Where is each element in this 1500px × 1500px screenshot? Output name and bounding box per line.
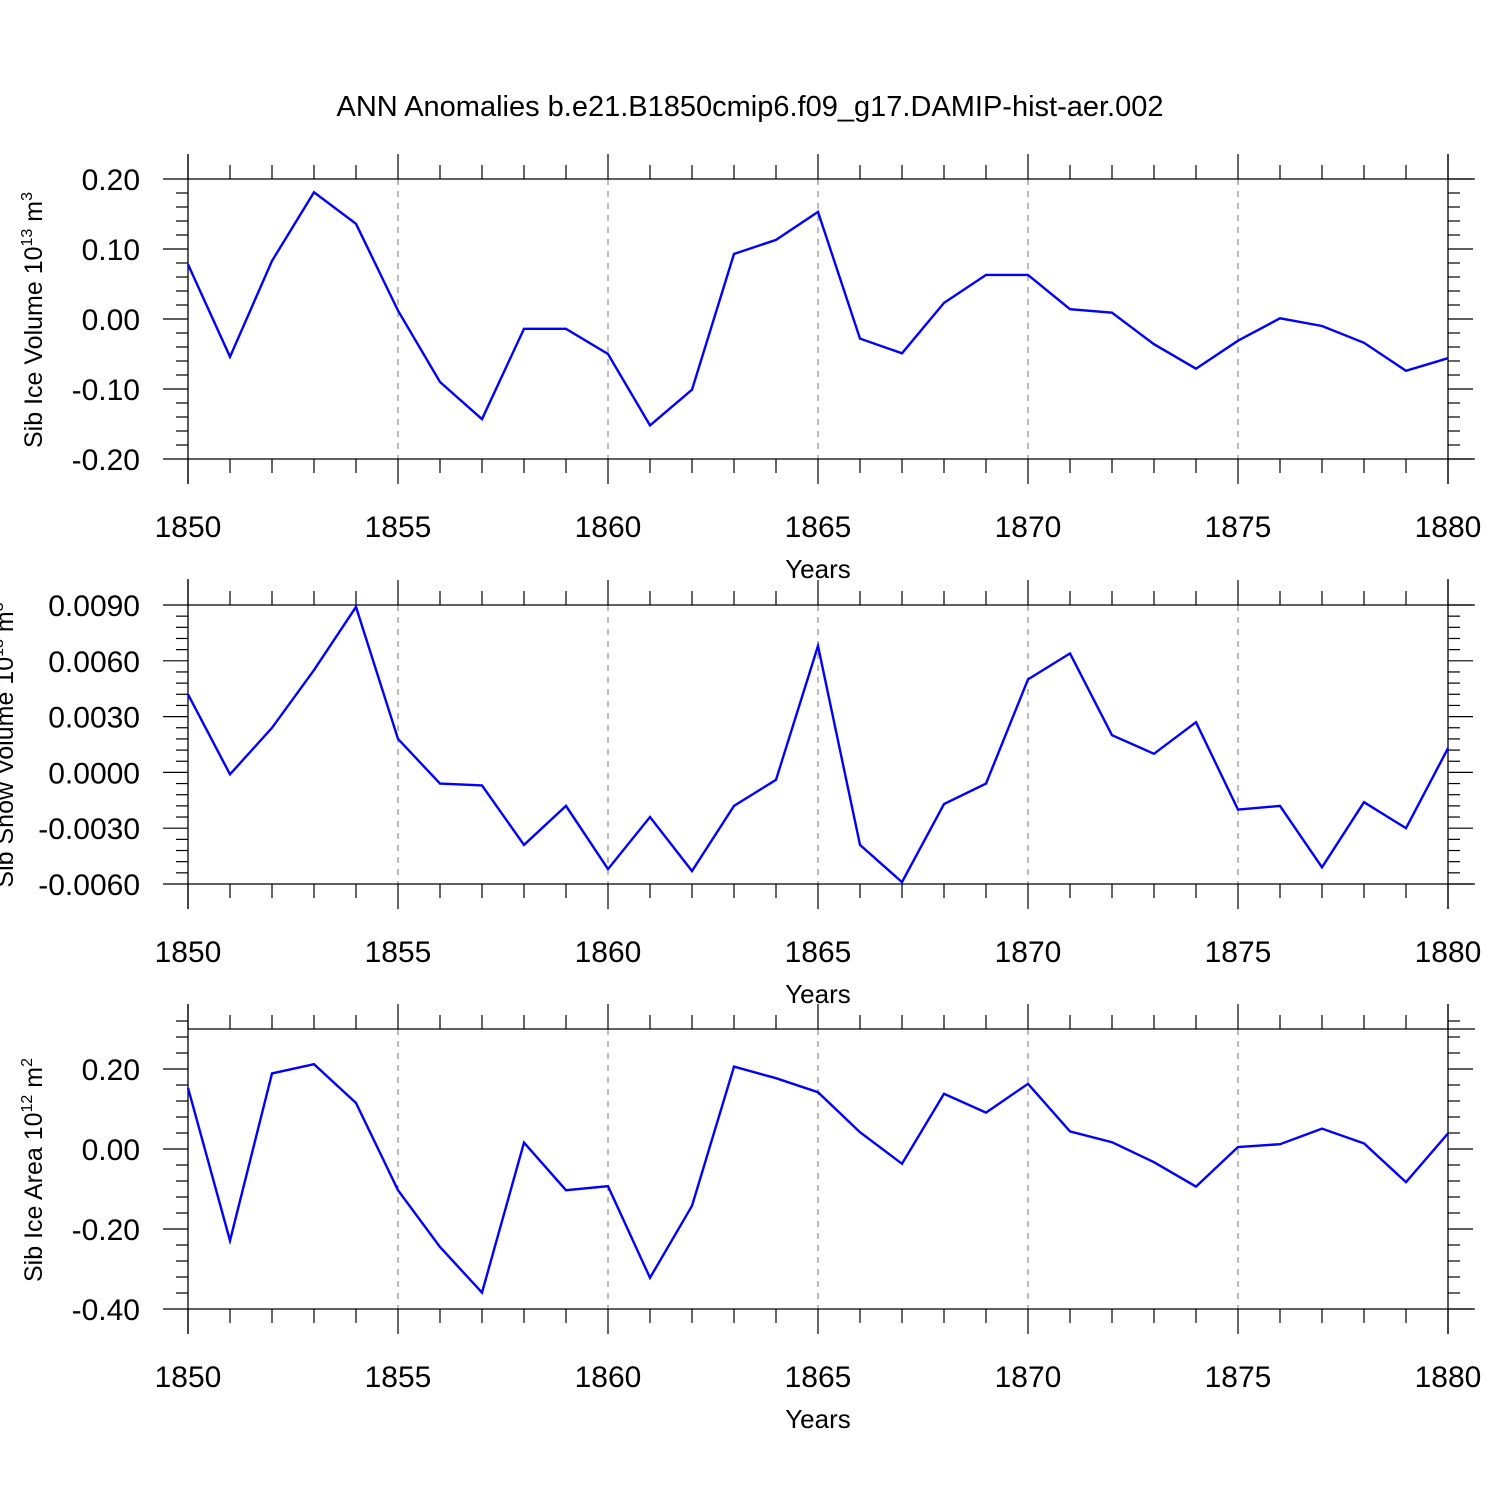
y-axis-label-clip-group: Sib Snow Volume 1013 m3 (0, 602, 19, 887)
x-tick-label: 1850 (155, 511, 222, 544)
y-label-unit-exponent: 3 (0, 602, 7, 611)
panel-3: 0.20 0.00 -0.20 -0.40 1850 1855 1860 1865 1870 18… (19, 1004, 1481, 1434)
y-tick-label: 0.00 (82, 1134, 140, 1167)
chart-title: ANN Anomalies b.e21.B1850cmip6.f09_g17.D… (337, 91, 1164, 123)
x-tick-label: 1875 (1205, 936, 1272, 969)
panel-1: 0.20 0.10 0.00 -0.10 -0.20 1850 1855 1860 1865 18… (19, 154, 1481, 584)
x-tick-label: 1875 (1205, 511, 1272, 544)
x-tick-label: 1870 (995, 936, 1062, 969)
x-tick-label: 1860 (575, 936, 642, 969)
y-tick-label: 0.0060 (48, 646, 140, 679)
x-tick-label: 1865 (785, 1361, 852, 1394)
y-tick-label: 0.0030 (48, 702, 140, 735)
panel-2: 0.0090 0.0060 0.0030 0.0000 -0.0030 -0.0060 18… (0, 579, 1481, 1009)
y-tick-label: 0.20 (82, 1054, 140, 1087)
y-label-text: Sib Ice Volume 10 (20, 246, 48, 448)
y-label-text: Sib Snow Volume 10 (0, 657, 19, 888)
y-label-exponent: 12 (19, 1095, 36, 1113)
y-label-unit: m (20, 1067, 48, 1095)
x-tick-label: 1880 (1415, 1361, 1482, 1394)
y-tick-label: -0.0060 (38, 869, 140, 902)
series-line (186, 604, 1450, 885)
y-tick-label: 0.0090 (48, 590, 140, 623)
y-tick-label: -0.40 (72, 1294, 140, 1327)
x-tick-label: 1870 (995, 511, 1062, 544)
x-tick-label: 1880 (1415, 936, 1482, 969)
y-label-exponent: 13 (0, 639, 7, 657)
y-label-unit: m (20, 201, 48, 229)
y-tick-label: 0.10 (82, 234, 140, 267)
y-tick-label: -0.10 (72, 374, 140, 407)
x-tick-label: 1850 (155, 936, 222, 969)
y-tick-label: 0.0000 (48, 757, 140, 790)
y-axis-label: Sib Ice Volume 1013 m3 (19, 192, 48, 448)
y-tick-label: 0.20 (82, 164, 140, 197)
y-label-unit-exponent: 3 (19, 192, 36, 201)
y-label-text: Sib Ice Area 10 (20, 1112, 48, 1282)
x-tick-label: 1850 (155, 1361, 222, 1394)
y-tick-label: -0.0030 (38, 813, 140, 846)
x-axis-label: Years (785, 1404, 851, 1434)
x-tick-label: 1880 (1415, 511, 1482, 544)
y-label-unit-exponent: 2 (19, 1058, 36, 1067)
x-tick-label: 1860 (575, 1361, 642, 1394)
x-tick-label: 1860 (575, 511, 642, 544)
x-tick-label: 1855 (365, 936, 432, 969)
y-tick-label: -0.20 (72, 1214, 140, 1247)
y-tick-label: -0.20 (72, 444, 140, 477)
x-axis-label: Years (785, 554, 851, 584)
x-tick-label: 1865 (785, 511, 852, 544)
y-axis-label: Sib Snow Volume 1013 m3 (0, 602, 19, 887)
x-tick-label: 1875 (1205, 1361, 1272, 1394)
y-label-unit: m (0, 611, 19, 639)
y-tick-label: 0.00 (82, 304, 140, 337)
x-tick-label: 1870 (995, 1361, 1062, 1394)
x-tick-label: 1865 (785, 936, 852, 969)
y-axis-label: Sib Ice Area 1012 m2 (19, 1058, 48, 1282)
x-tick-label: 1855 (365, 1361, 432, 1394)
x-tick-label: 1855 (365, 511, 432, 544)
y-label-exponent: 13 (19, 229, 36, 247)
